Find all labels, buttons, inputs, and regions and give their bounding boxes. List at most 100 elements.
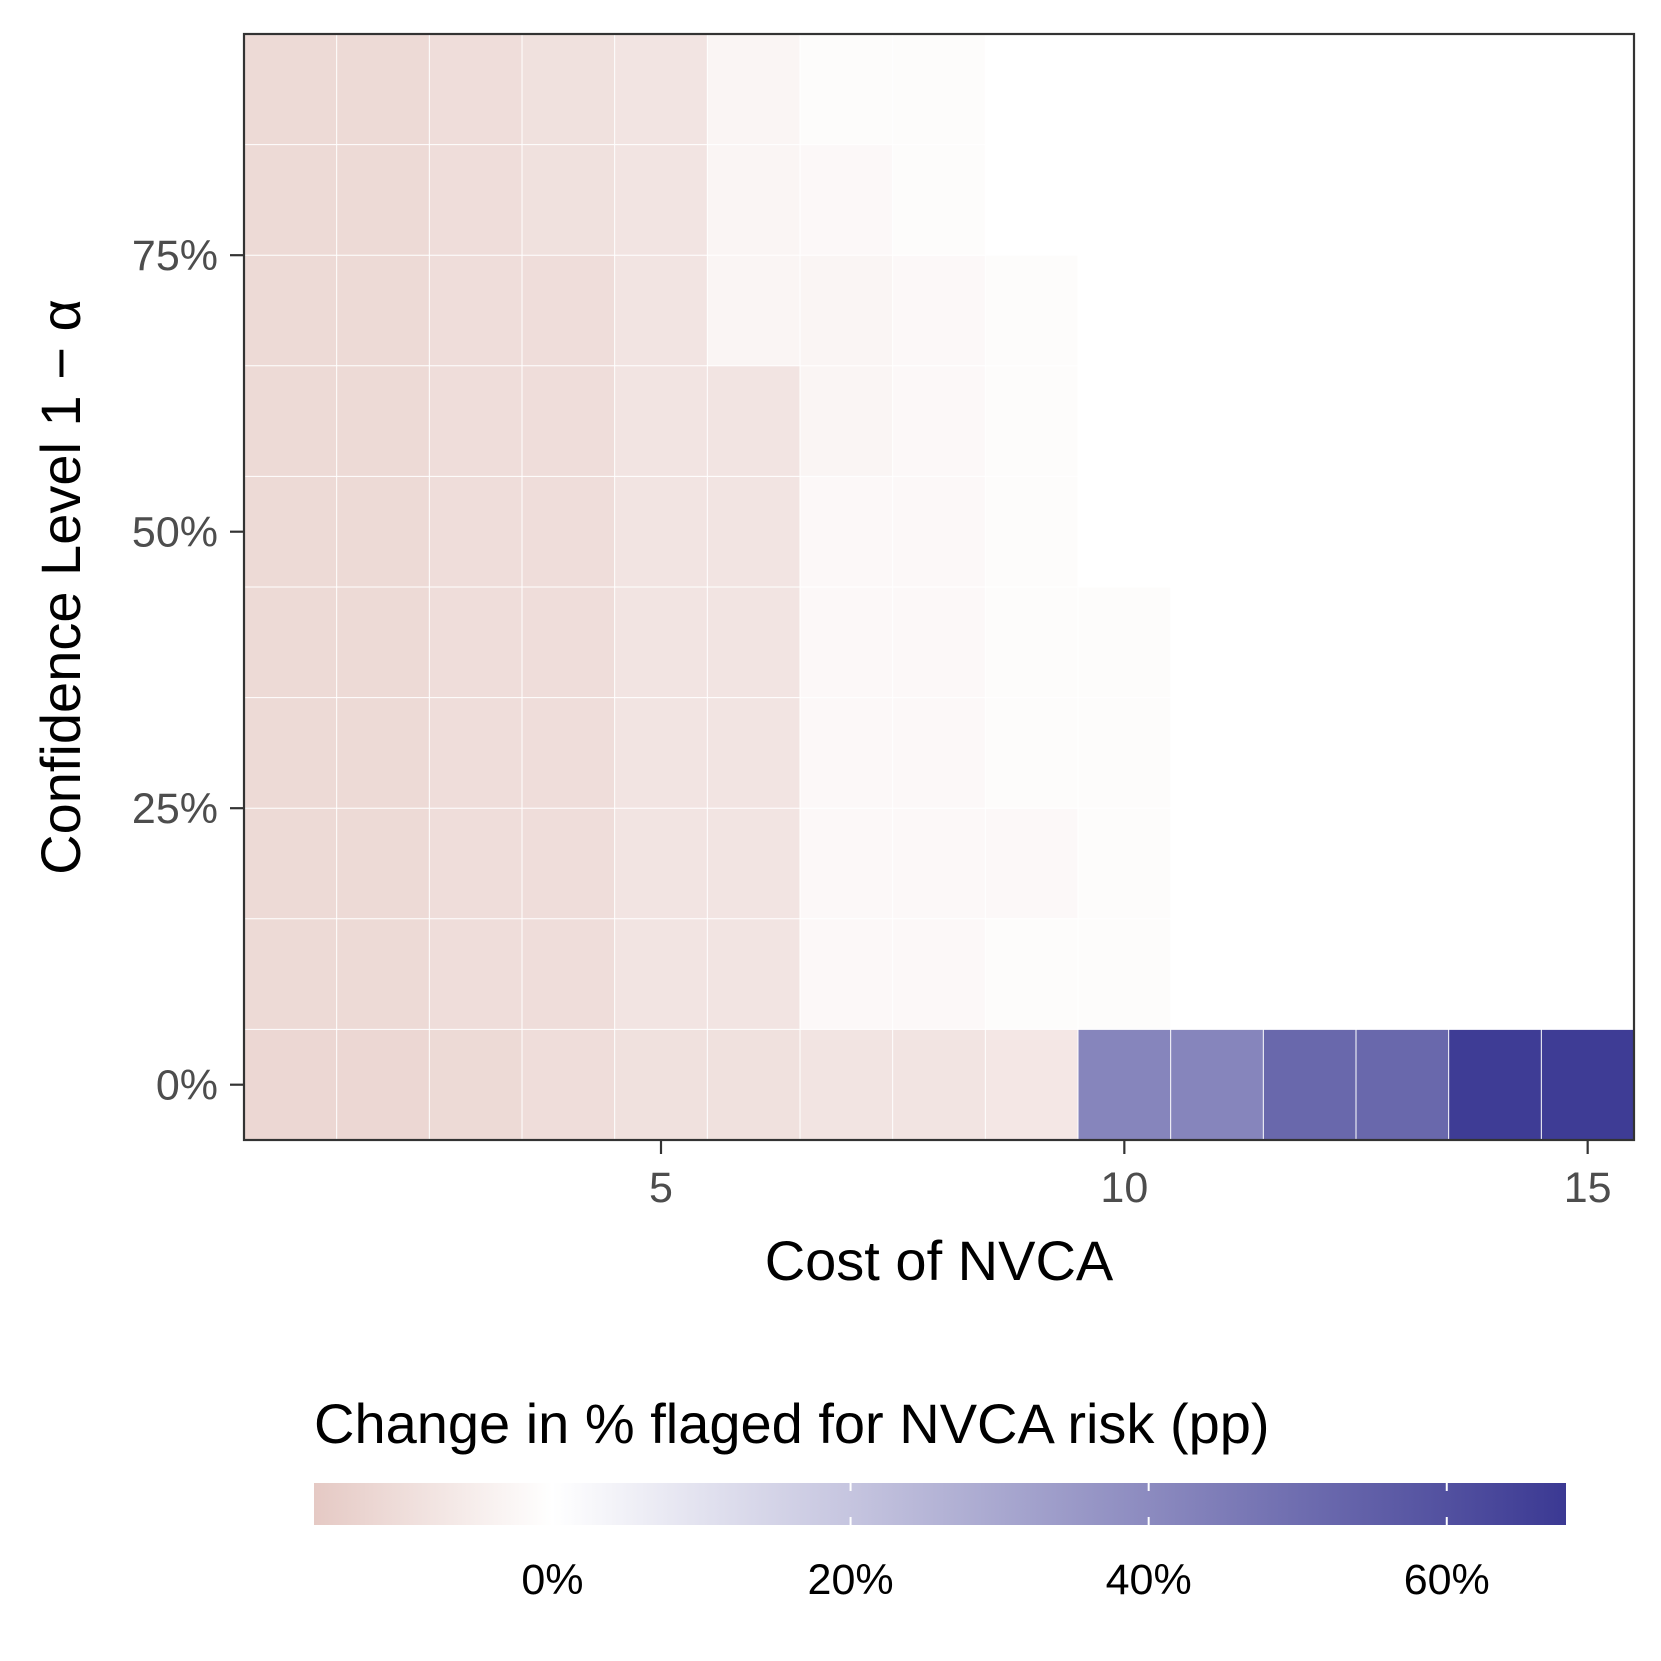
heatmap-cell (1263, 587, 1356, 698)
heatmap-cell (800, 1029, 893, 1140)
heatmap-cell (1448, 476, 1542, 587)
heatmap-cell (707, 255, 800, 366)
heatmap-cell (1170, 144, 1264, 256)
heatmap-cell (707, 476, 800, 587)
heatmap-cell (1356, 1029, 1449, 1140)
heatmap-cell (336, 476, 430, 587)
heatmap-cell (1078, 34, 1171, 145)
heatmap-cell (985, 1029, 1078, 1140)
heatmap-cell (1448, 918, 1542, 1030)
heatmap-cell (336, 144, 430, 256)
heatmap-cell (1448, 587, 1542, 698)
heatmap-cell (429, 697, 522, 809)
legend-ticks: 0% 20% 40% 60% (521, 1483, 1490, 1604)
heatmap-cell (892, 365, 986, 477)
y-axis-title: Confidence Level 1 − α (29, 299, 92, 875)
heatmap-cell (1356, 918, 1449, 1030)
heatmap-cell (892, 144, 986, 256)
heatmap-cell (244, 476, 337, 587)
heatmap-cell (614, 144, 708, 256)
heatmap-cell (429, 144, 522, 256)
heatmap-cell (1170, 918, 1264, 1030)
heatmap-cell (892, 34, 986, 145)
legend-title: Change in % flaged for NVCA risk (pp) (314, 1392, 1270, 1455)
heatmap-cell (1263, 1029, 1356, 1140)
y-tick-label: 0% (156, 1062, 218, 1110)
heatmap-cell (1078, 365, 1171, 477)
heatmap-cell (892, 918, 986, 1030)
heatmap-cell (1078, 918, 1171, 1030)
heatmap-cell (429, 587, 522, 698)
heatmap-cell (892, 587, 986, 698)
heatmap-cell (1263, 34, 1356, 145)
heatmap-cell (707, 697, 800, 809)
y-axis: 0% 25% 50% 75% (132, 232, 244, 1110)
x-axis-title: Cost of NVCA (765, 1229, 1114, 1292)
legend-break-label: 60% (1404, 1556, 1490, 1604)
heatmap-cell (1356, 808, 1449, 919)
legend-break-label: 0% (521, 1556, 583, 1604)
heatmap-cell (985, 697, 1078, 809)
x-tick-label: 5 (649, 1164, 673, 1212)
heatmap-cell (336, 365, 430, 477)
heatmap-cell (1078, 587, 1171, 698)
heatmap-cell (985, 918, 1078, 1030)
heatmap-cell (1356, 255, 1449, 366)
heatmap-cell (614, 808, 708, 919)
heatmap-cell (1078, 808, 1171, 919)
heatmap-cell (1170, 1029, 1264, 1140)
heatmap-cell (429, 34, 522, 145)
heatmap-cell (614, 1029, 708, 1140)
heatmap-cell (614, 255, 708, 366)
heatmap-cell (1448, 255, 1542, 366)
grid-lines (243, 33, 1635, 1141)
heatmap-cell (522, 1029, 615, 1140)
heatmap-cell (1448, 34, 1542, 145)
heatmap-cell (1078, 255, 1171, 366)
heatmap-cell (1170, 808, 1264, 919)
heatmap-cell (1078, 1029, 1171, 1140)
heatmap-cell (336, 918, 430, 1030)
heatmap-cell (892, 697, 986, 809)
heatmap-cell (614, 34, 708, 145)
heatmap-cell (1541, 255, 1634, 366)
x-tick-label: 10 (1100, 1164, 1148, 1212)
heatmap-cell (336, 587, 430, 698)
heatmap-cell (522, 697, 615, 809)
heatmap-cell (707, 587, 800, 698)
heatmap-cell (800, 365, 893, 477)
heatmap-cell (1356, 587, 1449, 698)
heatmap-cell (1448, 697, 1542, 809)
heatmap-cell (1078, 697, 1171, 809)
heatmap-cell (800, 587, 893, 698)
heatmap-cell (1263, 808, 1356, 919)
heatmap-cell (1448, 144, 1542, 256)
heatmap-cell (892, 476, 986, 587)
heatmap-cell (1541, 697, 1634, 809)
heatmap-cell (800, 808, 893, 919)
heatmap-cell (522, 808, 615, 919)
heatmap-cell (429, 255, 522, 366)
heatmap-cell (707, 34, 800, 145)
heatmap-cell (1263, 476, 1356, 587)
heatmap-cell (336, 1029, 430, 1140)
heatmap-cell (1448, 365, 1542, 477)
heatmap-cell (892, 255, 986, 366)
y-tick-label: 50% (132, 509, 218, 557)
heatmap-cell (1541, 365, 1634, 477)
heatmap-cell (244, 365, 337, 477)
heatmap-cell (707, 918, 800, 1030)
heatmap-cell (429, 808, 522, 919)
heatmap-cell (707, 1029, 800, 1140)
heatmap-cell (522, 476, 615, 587)
heatmap-cell (429, 476, 522, 587)
heatmap-cell (614, 587, 708, 698)
heatmap-cells (244, 34, 1634, 1140)
heatmap-cell (1170, 365, 1264, 477)
legend-break-label: 40% (1106, 1556, 1192, 1604)
legend-break-label: 20% (808, 1556, 894, 1604)
heatmap-cell (336, 255, 430, 366)
heatmap-cell (244, 697, 337, 809)
heatmap-cell (522, 255, 615, 366)
y-tick-label: 25% (132, 785, 218, 833)
